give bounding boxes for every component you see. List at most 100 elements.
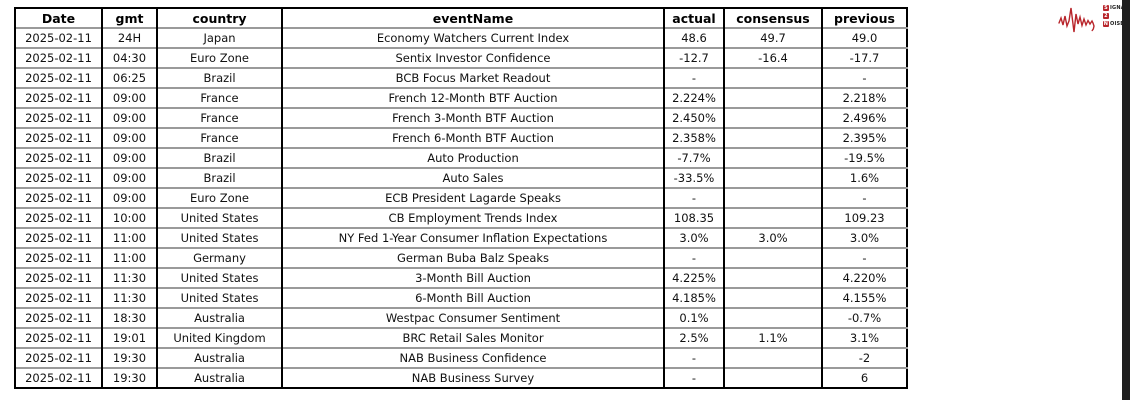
logo-digit-2: 2	[1103, 13, 1109, 19]
previous-cell: 109.23	[821, 207, 907, 228]
previous-cell: 49.0	[821, 27, 907, 48]
date-cell: 2025-02-11	[14, 27, 102, 48]
consensus-cell	[723, 287, 822, 308]
actual-cell: 2.5%	[663, 327, 724, 348]
previous-cell: -2	[821, 347, 907, 368]
actual-cell: 4.185%	[663, 287, 724, 308]
date-cell: 2025-02-11	[14, 267, 102, 288]
gmt-cell: 10:00	[101, 207, 157, 228]
country-cell: United Kingdom	[156, 327, 282, 348]
country-cell: United States	[156, 227, 282, 248]
actual-cell: -12.7	[663, 47, 724, 68]
consensus-cell	[723, 67, 822, 88]
consensus-cell	[723, 87, 822, 108]
country-cell: United States	[156, 267, 282, 288]
actual-cell: -7.7%	[663, 147, 724, 168]
actual-cell: 4.225%	[663, 267, 724, 288]
table-row: 2025-02-11 09:00 France French 6-Month BTF …	[14, 127, 907, 148]
date-cell: 2025-02-11	[14, 207, 102, 228]
actual-cell: -	[663, 247, 724, 268]
scrollbar-track[interactable]	[1122, 0, 1130, 400]
event-name-cell: NAB Business Confidence	[281, 347, 664, 368]
gmt-cell: 09:00	[101, 87, 157, 108]
table-row: 2025-02-11 19:30 Australia NAB Business Con…	[14, 347, 907, 368]
country-cell: Australia	[156, 307, 282, 328]
actual-cell: 2.224%	[663, 87, 724, 108]
previous-cell: -0.7%	[821, 307, 907, 328]
event-name-cell: NY Fed 1-Year Consumer Inflation Expecta…	[281, 227, 664, 248]
consensus-cell	[723, 187, 822, 208]
column-header-gmt: gmt	[101, 7, 157, 28]
date-cell: 2025-02-11	[14, 127, 102, 148]
previous-cell: -17.7	[821, 47, 907, 68]
previous-cell: 3.0%	[821, 227, 907, 248]
gmt-cell: 09:00	[101, 167, 157, 188]
previous-cell: 2.496%	[821, 107, 907, 128]
consensus-cell: 3.0%	[723, 227, 822, 248]
date-cell: 2025-02-11	[14, 167, 102, 188]
logo-line-noise: N OISE	[1103, 20, 1128, 28]
heartbeat-waveform-icon	[1058, 7, 1095, 33]
consensus-cell	[723, 207, 822, 228]
actual-cell: -	[663, 187, 724, 208]
country-cell: France	[156, 107, 282, 128]
consensus-cell	[723, 147, 822, 168]
actual-cell: 0.1%	[663, 307, 724, 328]
previous-cell: 3.1%	[821, 327, 907, 348]
consensus-cell	[723, 127, 822, 148]
consensus-cell: 1.1%	[723, 327, 822, 348]
gmt-cell: 11:30	[101, 267, 157, 288]
table-header: Date gmt country eventName actual consensus pr…	[14, 7, 907, 28]
event-name-cell: Westpac Consumer Sentiment	[281, 307, 664, 328]
event-name-cell: Economy Watchers Current Index	[281, 27, 664, 48]
previous-cell: -19.5%	[821, 147, 907, 168]
date-cell: 2025-02-11	[14, 367, 102, 388]
date-cell: 2025-02-11	[14, 47, 102, 68]
actual-cell: -	[663, 347, 724, 368]
consensus-cell	[723, 367, 822, 388]
column-header-consensus: consensus	[723, 7, 822, 28]
gmt-cell: 09:00	[101, 187, 157, 208]
signal2noise-logo: S IGNAL 2 N OISE	[1058, 2, 1128, 36]
consensus-cell: 49.7	[723, 27, 822, 48]
table-row: 2025-02-11 19:30 Australia NAB Business Sur…	[14, 367, 907, 388]
date-cell: 2025-02-11	[14, 107, 102, 128]
date-cell: 2025-02-11	[14, 347, 102, 368]
country-cell: Australia	[156, 347, 282, 368]
previous-cell: 1.6%	[821, 167, 907, 188]
actual-cell: 48.6	[663, 27, 724, 48]
country-cell: Euro Zone	[156, 47, 282, 68]
consensus-cell	[723, 167, 822, 188]
column-header-date: Date	[14, 7, 102, 28]
event-name-cell: French 6-Month BTF Auction	[281, 127, 664, 148]
gmt-cell: 11:00	[101, 247, 157, 268]
date-cell: 2025-02-11	[14, 227, 102, 248]
country-cell: France	[156, 87, 282, 108]
logo-line-signal: S IGNAL	[1103, 4, 1128, 12]
event-name-cell: ECB President Lagarde Speaks	[281, 187, 664, 208]
table-body: 2025-02-11 24H Japan Economy Watchers Curre…	[14, 27, 907, 388]
gmt-cell: 06:25	[101, 67, 157, 88]
event-name-cell: French 12-Month BTF Auction	[281, 87, 664, 108]
table-row: 2025-02-11 19:01 United Kingdom BRC Retail …	[14, 327, 907, 348]
country-cell: Brazil	[156, 167, 282, 188]
consensus-cell	[723, 107, 822, 128]
actual-cell: 2.358%	[663, 127, 724, 148]
country-cell: United States	[156, 287, 282, 308]
event-name-cell: NAB Business Survey	[281, 367, 664, 388]
date-cell: 2025-02-11	[14, 147, 102, 168]
gmt-cell: 19:30	[101, 367, 157, 388]
date-cell: 2025-02-11	[14, 327, 102, 348]
previous-cell: 4.220%	[821, 267, 907, 288]
logo-word-ignal: IGNAL	[1110, 5, 1129, 11]
event-name-cell: BRC Retail Sales Monitor	[281, 327, 664, 348]
gmt-cell: 09:00	[101, 147, 157, 168]
consensus-cell: -16.4	[723, 47, 822, 68]
consensus-cell	[723, 347, 822, 368]
table-row: 2025-02-11 09:00 Brazil Auto Sales -33.5% 1.6…	[14, 167, 907, 188]
consensus-cell	[723, 267, 822, 288]
country-cell: Australia	[156, 367, 282, 388]
column-header-actual: actual	[663, 7, 724, 28]
table-row: 2025-02-11 11:30 United States 3-Month Bill…	[14, 267, 907, 288]
actual-cell: -	[663, 67, 724, 88]
